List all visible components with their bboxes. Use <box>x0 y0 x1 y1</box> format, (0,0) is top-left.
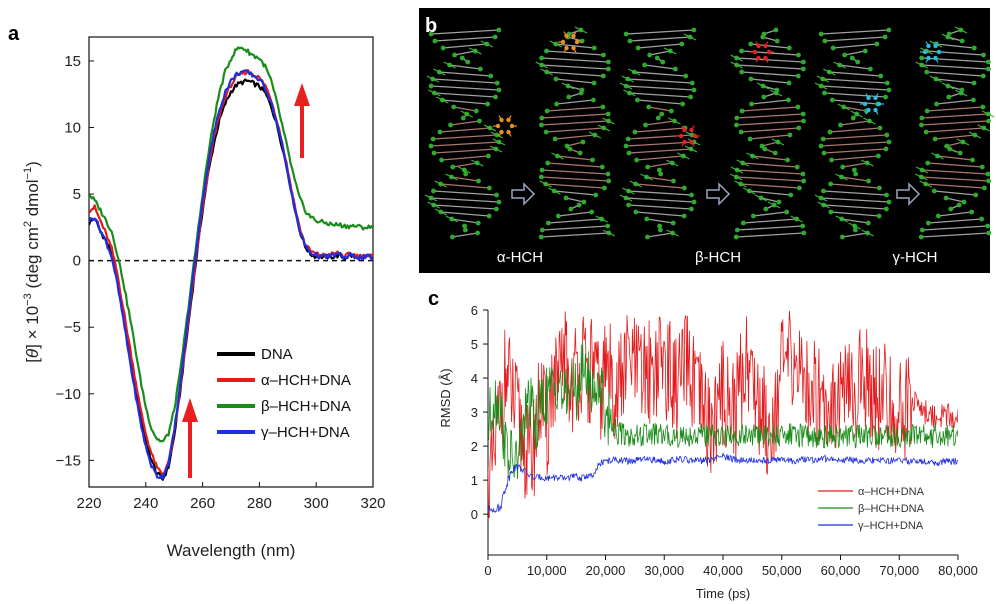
panel-a-arrow-up-negative <box>182 398 198 478</box>
panel-a-series-hch-dna <box>89 46 373 443</box>
panel-a-plot-frame <box>88 36 374 488</box>
panel-c-legend-label: α–HCH+DNA <box>858 486 925 498</box>
panel-c-x-tick-label: 80,000 <box>938 563 978 578</box>
panel-a-legend-label: β–HCH+DNA <box>261 398 351 415</box>
panel-b-transition-arrow <box>896 182 921 206</box>
panel-a-y-tick-label: 10 <box>64 120 81 137</box>
panel-c-x-tick-label: 70,000 <box>879 563 919 578</box>
panel-a-x-tick-label: 240 <box>133 495 158 512</box>
panel-c-x-axis-label: Time (ps) <box>696 586 750 601</box>
panel-b-label-gamma: γ-HCH <box>893 249 938 266</box>
panel-c-x-tick-label: 30,000 <box>644 563 684 578</box>
panel-c-x-tick-label: 10,000 <box>527 563 567 578</box>
panel-b-ligand-molecule <box>558 31 582 53</box>
ylabel-part-dmol: dmol <box>23 179 42 221</box>
ylabel-part-exp-minus3: −3 <box>22 293 34 306</box>
panel-b-dna-helix <box>915 26 995 240</box>
panel-b-ligand-molecule <box>860 93 884 115</box>
panel-label-b: b <box>425 15 437 37</box>
panel-a-series-hch-dna <box>89 69 373 480</box>
panel-b-transition-arrow <box>706 182 731 206</box>
panel-b-label-alpha: α-HCH <box>497 249 543 266</box>
panel-a-chart: 220 240 260 280 300 320 −15 −10 −5 0 5 10 15 Wavelen… <box>22 36 386 560</box>
panel-c-series-hch-dna <box>488 342 958 480</box>
panel-a-y-axis-label: [θ] × 10−3 (deg cm2 dmol−1) <box>22 161 42 363</box>
panel-a-y-tick-label: 5 <box>73 186 81 203</box>
panel-b-dna-helix <box>814 27 892 240</box>
panel-c-x-tick-label: 0 <box>484 563 491 578</box>
panel-b-label-beta: β-HCH <box>695 249 741 266</box>
panel-a-y-tick-label: 15 <box>64 53 81 70</box>
panel-label-a: a <box>8 23 20 45</box>
panel-a-y-tick-label: −10 <box>56 386 81 403</box>
panel-a-y-tick-label: −15 <box>56 452 81 469</box>
panel-a-x-tick-label: 320 <box>360 495 385 512</box>
panel-c-legend-label: γ–HCH+DNA <box>858 520 924 532</box>
panel-c-y-tick-label: 3 <box>471 405 478 420</box>
panel-b-ligand-molecule <box>920 41 944 63</box>
panel-c-chart: 0 10,000 20,000 30,000 40,000 50,000 60,000 70,… <box>438 303 978 601</box>
ylabel-part-deg-cm: (deg cm <box>23 227 42 293</box>
panel-a-y-tick-label: −5 <box>64 319 81 336</box>
panel-b-transition-arrow <box>511 182 536 206</box>
panel-a-x-tick-label: 300 <box>304 495 329 512</box>
ylabel-part-close: ) <box>23 161 42 167</box>
panel-c-y-axis-label: RMSD (Å) <box>438 368 453 427</box>
panel-a-legend-label: γ–HCH+DNA <box>261 424 350 441</box>
panel-c-x-tick-label: 40,000 <box>703 563 743 578</box>
panel-b-molecular-image: b α-HCH β-HCH γ-HCH <box>419 8 995 273</box>
panel-c-x-tick-label: 20,000 <box>586 563 626 578</box>
panel-label-c: c <box>428 288 439 310</box>
ylabel-part-bracket-open: [ <box>23 358 42 363</box>
panel-c-y-tick-label: 2 <box>471 439 478 454</box>
panel-c-x-tick-label: 60,000 <box>821 563 861 578</box>
ylabel-part-times-ten: ] × 10 <box>23 306 42 349</box>
panel-a-x-axis-label: Wavelength (nm) <box>167 541 296 560</box>
panel-b-background <box>419 8 990 273</box>
panel-a-x-tick-label: 260 <box>190 495 215 512</box>
panel-a-y-tick-label: 0 <box>73 253 81 270</box>
panel-c-y-tick-label: 4 <box>471 371 478 386</box>
panel-b-dna-helix <box>730 27 807 240</box>
panel-c-series-hch-dna <box>488 310 958 518</box>
panel-c-y-tick-label: 1 <box>471 473 478 488</box>
panel-c-x-tick-label: 50,000 <box>762 563 802 578</box>
panel-a-series-dna <box>89 78 373 481</box>
panel-a-x-tick-label: 220 <box>76 495 101 512</box>
panel-c-y-tick-label: 0 <box>471 507 478 522</box>
panel-c-legend-label: β–HCH+DNA <box>858 503 925 515</box>
panel-c-series-hch-dna <box>488 452 958 514</box>
panel-a-legend-label: DNA <box>261 346 293 363</box>
panel-b-ligand-molecule <box>750 41 774 63</box>
ylabel-part-theta: θ <box>23 348 42 358</box>
panel-b-dna-helix <box>535 26 616 240</box>
panel-c-y-tick-label: 5 <box>471 337 478 352</box>
panel-a-x-tick-label: 280 <box>247 495 272 512</box>
panel-b-ligand-molecule <box>493 115 517 137</box>
panel-b-dna-helix <box>424 27 506 240</box>
panel-b-ligand-molecule <box>676 125 700 147</box>
ylabel-part-exp-2: 2 <box>22 221 34 227</box>
panel-c-y-tick-label: 6 <box>471 303 478 318</box>
panel-a-legend-label: α–HCH+DNA <box>261 372 351 389</box>
panel-a-arrow-up-positive <box>294 83 310 158</box>
ylabel-part-exp-minus1: −1 <box>22 167 34 180</box>
